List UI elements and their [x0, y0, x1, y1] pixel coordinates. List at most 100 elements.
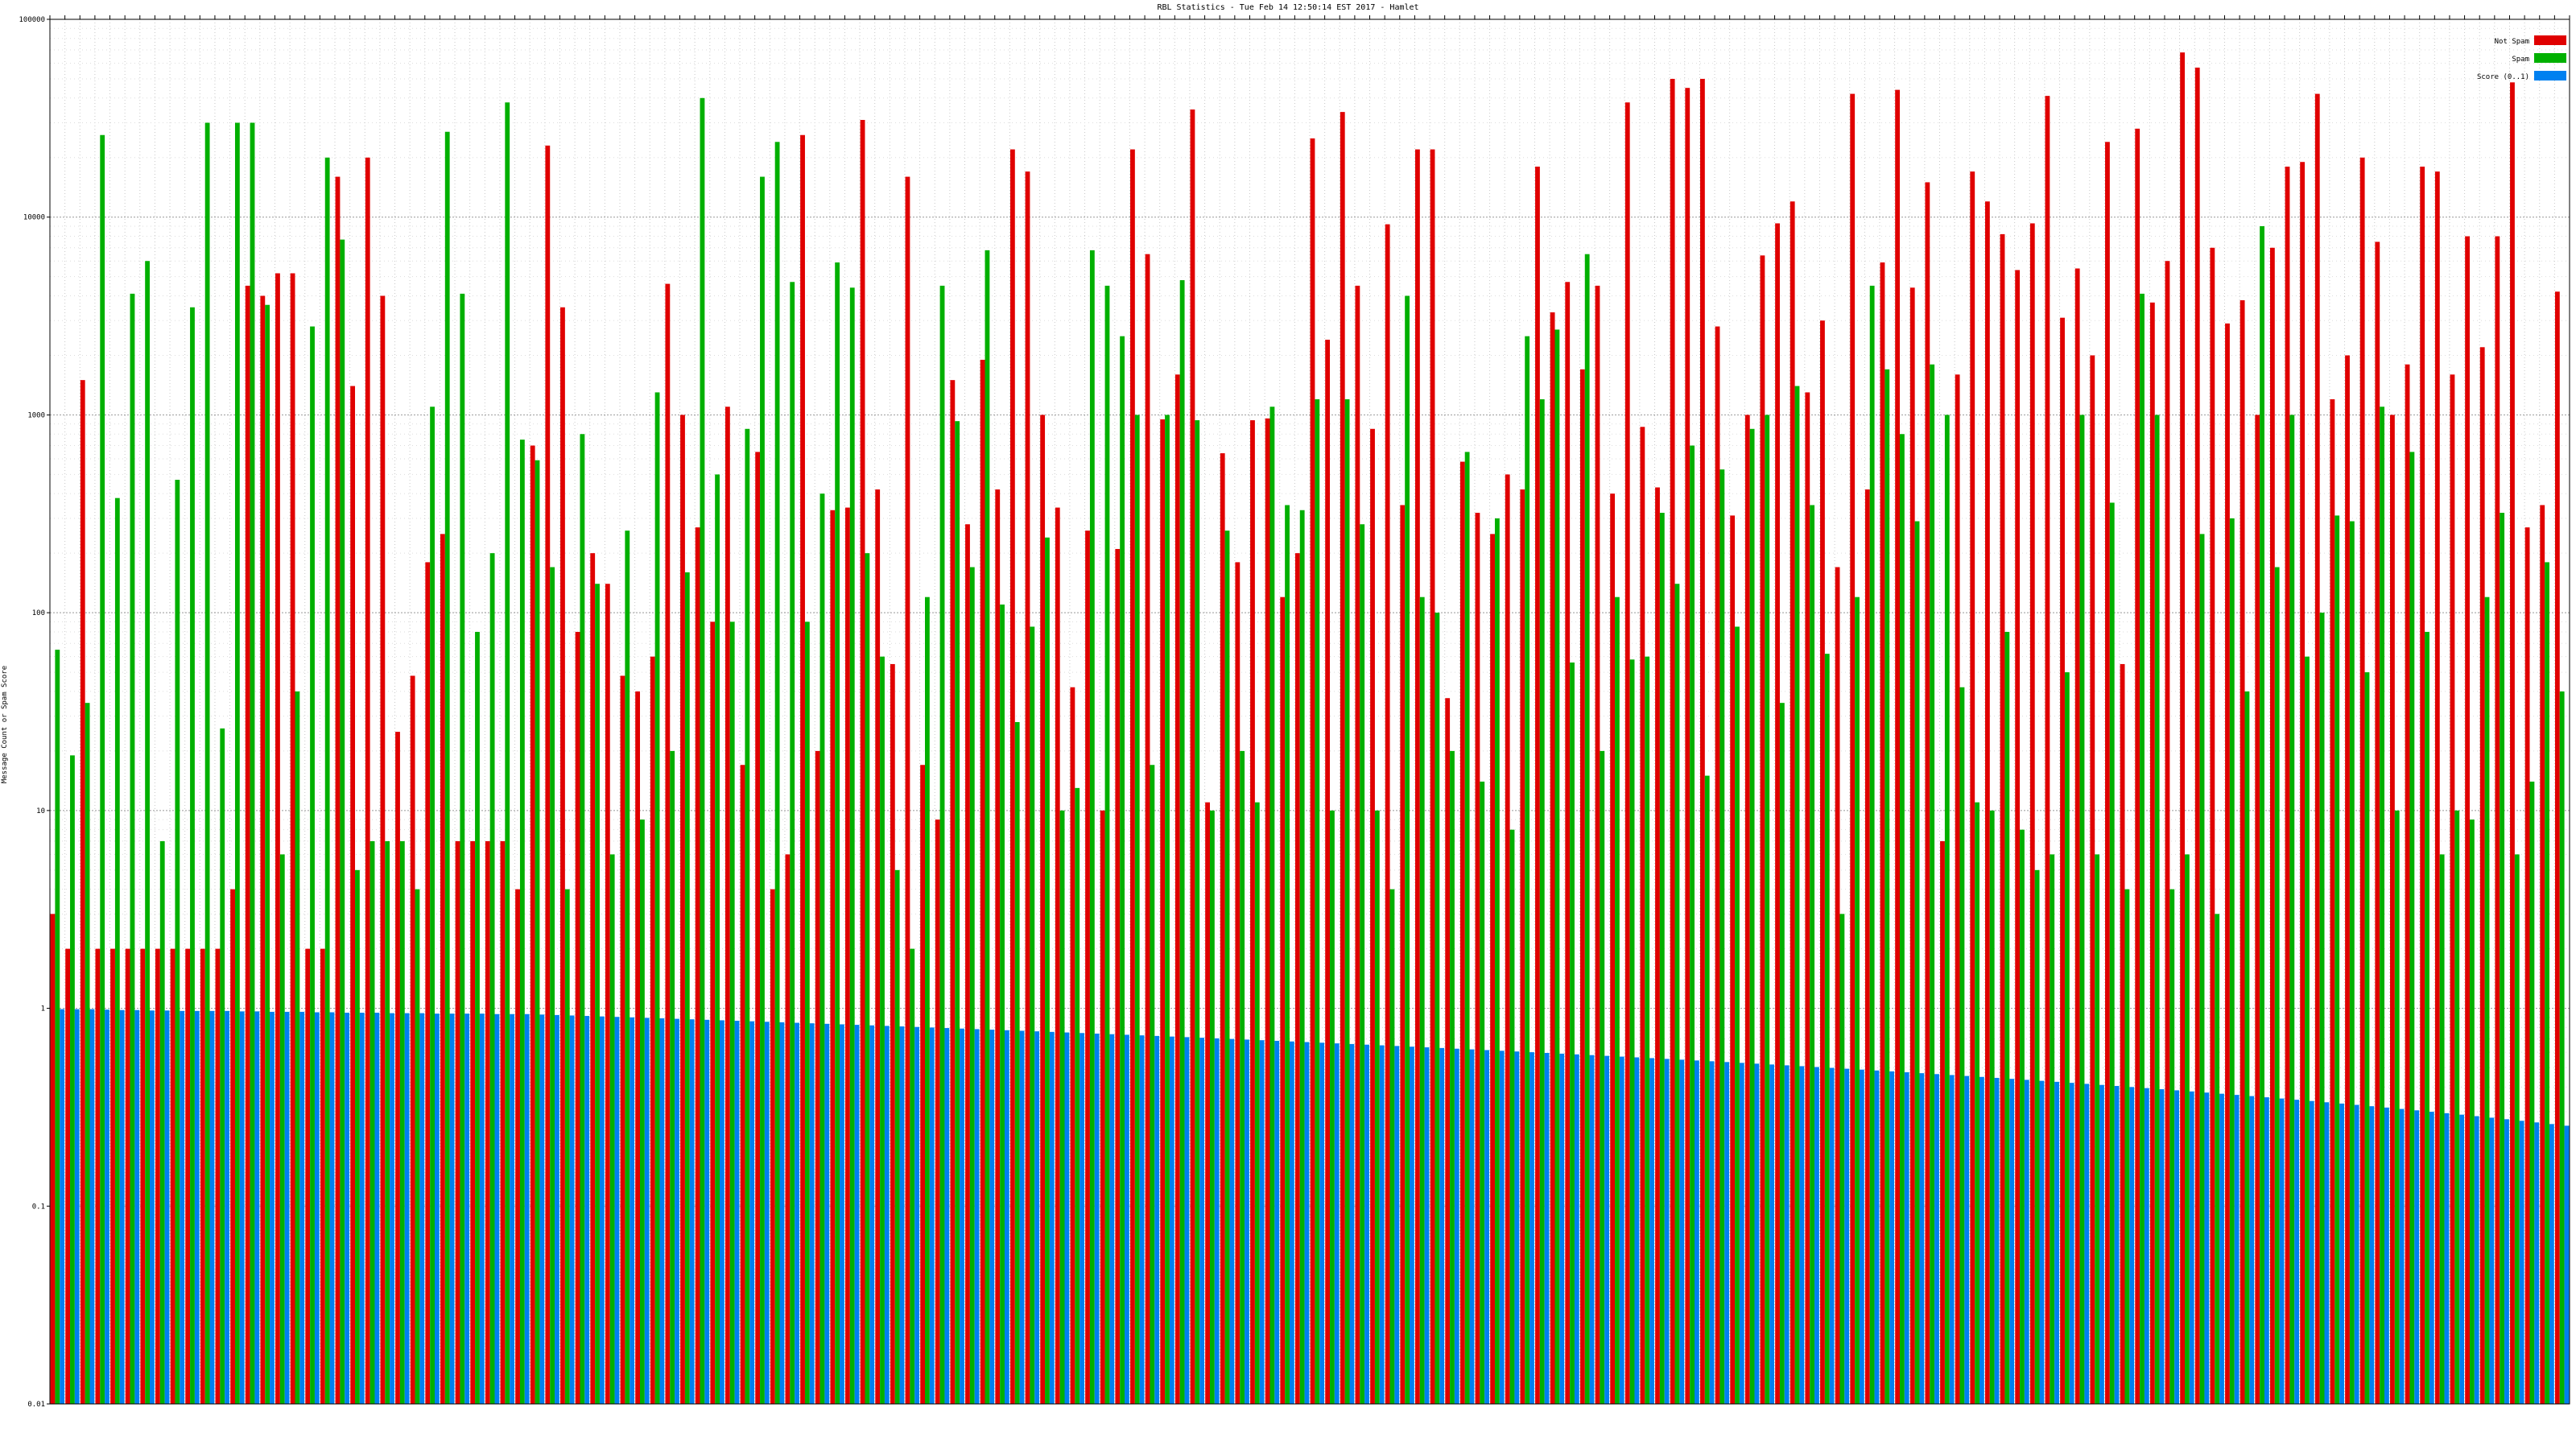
bar-spam — [1480, 781, 1485, 1404]
bar-spam — [1374, 810, 1380, 1404]
bar-not-spam — [440, 534, 445, 1405]
bar-not-spam — [2390, 415, 2395, 1404]
bar-not-spam — [1055, 507, 1060, 1404]
bar-spam — [2454, 810, 2460, 1404]
bar-spam — [2199, 534, 2205, 1405]
bar-not-spam — [1085, 530, 1090, 1404]
bar-not-spam — [920, 765, 925, 1404]
bar-spam — [2260, 225, 2264, 1405]
bar-spam — [2079, 415, 2085, 1404]
bar-score — [2384, 1107, 2389, 1404]
bar-spam — [729, 621, 735, 1404]
bar-score — [225, 1010, 229, 1404]
bar-not-spam — [380, 295, 386, 1404]
bar-score — [1859, 1069, 1864, 1404]
bar-spam — [430, 407, 436, 1404]
bar-score — [2459, 1114, 2465, 1404]
bar-spam — [1134, 415, 1140, 1404]
bar-score — [704, 1019, 710, 1404]
bar-score — [1739, 1063, 1744, 1404]
bar-score — [1169, 1036, 1174, 1404]
bar-not-spam — [65, 948, 71, 1404]
bar-score — [2009, 1079, 2015, 1404]
bar-spam — [564, 889, 570, 1404]
bar-not-spam — [1895, 89, 1901, 1405]
bar-not-spam — [530, 445, 535, 1404]
bar-spam — [265, 304, 270, 1405]
bar-spam — [1285, 505, 1290, 1405]
bar-not-spam — [1130, 149, 1135, 1404]
bar-spam — [1779, 703, 1785, 1404]
y-tick-label: 0.1 — [32, 1203, 45, 1211]
bar-spam — [2184, 854, 2190, 1404]
bar-not-spam — [2090, 355, 2095, 1405]
bar-score — [2504, 1119, 2509, 1404]
bar-spam — [760, 176, 765, 1405]
bar-score — [2324, 1102, 2330, 1404]
bar-spam — [444, 131, 450, 1404]
bar-spam — [399, 840, 405, 1404]
bar-not-spam — [680, 415, 685, 1404]
bar-not-spam — [1294, 553, 1300, 1404]
bar-spam — [2064, 672, 2070, 1404]
bar-score — [960, 1028, 964, 1404]
bar-spam — [114, 497, 120, 1404]
bar-score — [2564, 1125, 2570, 1404]
bar-not-spam — [350, 386, 356, 1404]
bar-score — [1679, 1059, 1685, 1404]
bar-not-spam — [1715, 326, 1720, 1405]
bar-spam — [880, 656, 885, 1404]
bar-not-spam — [1670, 78, 1675, 1404]
bar-score — [539, 1014, 545, 1404]
bar-not-spam — [590, 553, 596, 1404]
bar-score — [1709, 1061, 1715, 1404]
bar-score — [795, 1022, 799, 1404]
bar-spam — [1209, 810, 1215, 1404]
bar-spam — [1389, 889, 1395, 1404]
bar-not-spam — [260, 295, 266, 1404]
bar-spam — [2004, 631, 2010, 1404]
bar-score — [510, 1013, 514, 1404]
bar-score — [1154, 1035, 1160, 1404]
bar-score — [1364, 1044, 1369, 1404]
bar-not-spam — [1775, 223, 1780, 1404]
bar-score — [914, 1026, 920, 1404]
bar-not-spam — [2434, 171, 2440, 1404]
bar-not-spam — [1955, 374, 1960, 1404]
bar-spam — [1059, 810, 1065, 1404]
bar-score — [2114, 1086, 2120, 1404]
bar-score — [1589, 1055, 1595, 1404]
bar-score — [105, 1009, 109, 1404]
bar-score — [449, 1013, 455, 1404]
bar-not-spam — [1009, 149, 1015, 1404]
bar-spam — [279, 854, 285, 1404]
bar-score — [2144, 1088, 2149, 1404]
bar-spam — [2215, 914, 2220, 1404]
bar-score — [1304, 1042, 1310, 1404]
bar-not-spam — [1940, 840, 1945, 1404]
bar-spam — [1690, 445, 1695, 1404]
bar-score — [569, 1015, 575, 1404]
bar-score — [2264, 1097, 2269, 1404]
bar-spam — [2034, 869, 2040, 1404]
bar-not-spam — [1040, 415, 1046, 1404]
bar-not-spam — [875, 489, 881, 1404]
bar-score — [2549, 1124, 2554, 1404]
bar-not-spam — [230, 889, 235, 1404]
bar-score — [74, 1009, 80, 1404]
bar-spam — [985, 250, 990, 1404]
legend: Not Spam Spam Score (0..1) — [2477, 35, 2566, 81]
bar-spam — [55, 650, 60, 1404]
bar-score — [89, 1009, 95, 1404]
bar-score — [1049, 1031, 1055, 1404]
bar-score — [1695, 1060, 1699, 1404]
bar-spam — [1299, 510, 1305, 1404]
bar-not-spam — [1490, 534, 1495, 1405]
bar-not-spam — [1790, 201, 1795, 1405]
bar-not-spam — [1115, 548, 1121, 1404]
bar-score — [1559, 1053, 1565, 1404]
bar-score — [1829, 1067, 1835, 1404]
bar-spam — [1719, 469, 1725, 1404]
bar-spam — [684, 572, 690, 1404]
bar-score — [1604, 1055, 1610, 1404]
